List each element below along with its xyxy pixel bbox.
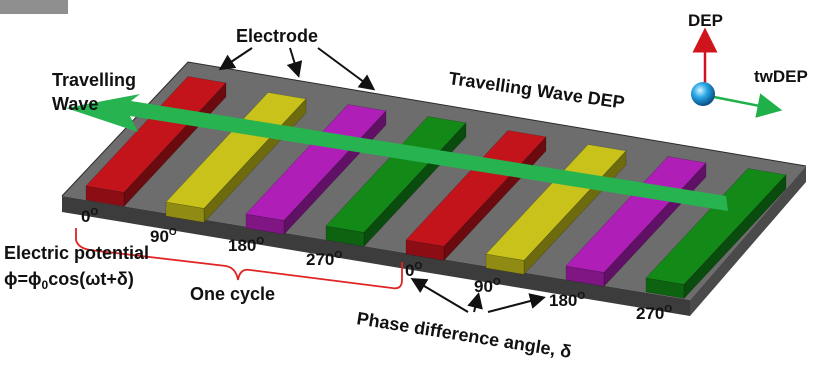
phase-label-0-a: 0O bbox=[81, 207, 98, 226]
travelling-wave-dep-label: Travelling Wave DEP bbox=[447, 68, 625, 112]
phase-label-0-b: 0O bbox=[405, 261, 422, 280]
corner-tab bbox=[0, 0, 68, 14]
phase-label-90-b: 90O bbox=[474, 277, 501, 296]
phase-label-270-a: 270O bbox=[306, 250, 342, 269]
twdep-arrow bbox=[713, 93, 783, 118]
travelling-label-line2: Wave bbox=[52, 94, 98, 114]
phase-label-90-a: 90O bbox=[150, 227, 177, 246]
phase-pointer-3 bbox=[487, 293, 546, 313]
electrode-front bbox=[165, 201, 205, 223]
electrode-front bbox=[645, 277, 685, 299]
travelling-wave-arrow bbox=[66, 94, 728, 211]
one-cycle-label: One cycle bbox=[190, 284, 275, 304]
electrode-pointer-2 bbox=[286, 47, 303, 78]
electrode-front bbox=[565, 265, 605, 287]
particle-icon bbox=[691, 82, 715, 106]
phase-label-270-b: 270O bbox=[636, 304, 672, 323]
one-cycle-bracket bbox=[75, 228, 403, 290]
phase-label-180-b: 180O bbox=[549, 291, 585, 310]
travelling-label-line1: Travelling bbox=[52, 70, 136, 90]
potential-equation: ϕ=ϕ0cos(ωt+δ) bbox=[4, 269, 134, 292]
electric-potential-label: Electric potential bbox=[4, 243, 149, 263]
electrode-label: Electrode bbox=[236, 26, 318, 46]
electrode-green-b bbox=[645, 168, 787, 300]
phase-pointer-1 bbox=[410, 277, 469, 313]
electrode-pointer-1 bbox=[218, 47, 253, 71]
twdep-label: twDEP bbox=[754, 67, 808, 86]
dep-label: DEP bbox=[688, 11, 723, 30]
particle-force-diagram: DEP twDEP bbox=[688, 11, 808, 118]
electrode-pointer-3 bbox=[317, 47, 376, 91]
phase-pointer-2 bbox=[467, 292, 483, 313]
phase-label-180-a: 180O bbox=[228, 236, 264, 255]
phase-difference-label: Phase difference angle, δ bbox=[355, 308, 573, 362]
